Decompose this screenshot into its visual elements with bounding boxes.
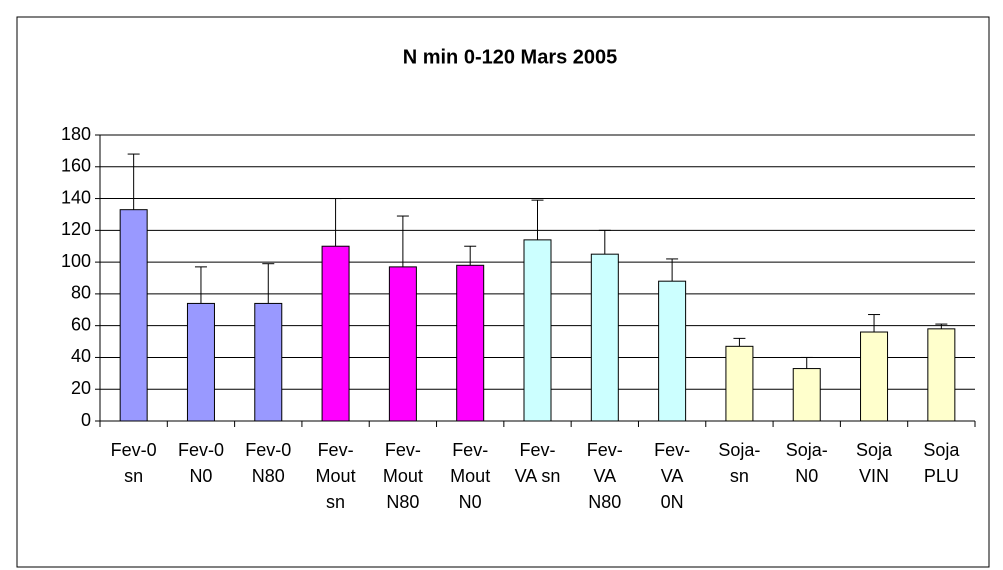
bar: [658, 280, 687, 422]
y-tick-label: 120: [61, 219, 91, 239]
y-tick-label: 20: [71, 378, 91, 398]
chart-title: N min 0-120 Mars 2005: [403, 46, 618, 68]
x-tick-label: Fev-Mout N80: [382, 440, 423, 512]
bar: [254, 302, 283, 422]
y-tick-label: 100: [61, 251, 91, 271]
y-tick-label: 40: [71, 346, 91, 366]
x-tick-label: Fev-Mout sn: [315, 440, 356, 512]
y-tick-label: 180: [61, 124, 91, 144]
x-tick-label: Fev-0 N0: [177, 440, 224, 486]
bar: [725, 345, 754, 422]
bar: [523, 239, 552, 422]
x-tick-label: Fev-0 N80: [245, 440, 292, 486]
y-tick-label: 160: [61, 156, 91, 176]
x-tick-label: Fev-VA 0N: [654, 440, 691, 512]
bar: [321, 245, 350, 422]
x-tick-label: Soja-N0: [785, 440, 828, 486]
bar: [186, 302, 215, 422]
x-tick-label: Fev-VA N80: [586, 440, 623, 512]
bar: [456, 264, 485, 422]
y-tick-label: 140: [61, 187, 91, 207]
x-tick-label: Soja VIN: [856, 440, 893, 486]
y-tick-label: 60: [71, 314, 91, 334]
y-tick-label: 0: [81, 410, 91, 430]
bar: [119, 209, 148, 422]
bar: [388, 266, 417, 422]
x-tick-label: Fev-0 sn: [110, 440, 157, 486]
bar: [792, 368, 821, 422]
bar: [590, 253, 619, 422]
x-tick-label: Soja PLU: [923, 440, 960, 486]
x-tick-label: Fev-VA sn: [514, 440, 561, 486]
chart-border: [16, 16, 990, 568]
y-tick-label: 80: [71, 283, 91, 303]
x-tick-label: Fev-Mout N0: [450, 440, 491, 512]
x-tick-label: Soja-sn: [718, 440, 761, 486]
bar: [860, 331, 889, 422]
bar: [927, 328, 956, 422]
